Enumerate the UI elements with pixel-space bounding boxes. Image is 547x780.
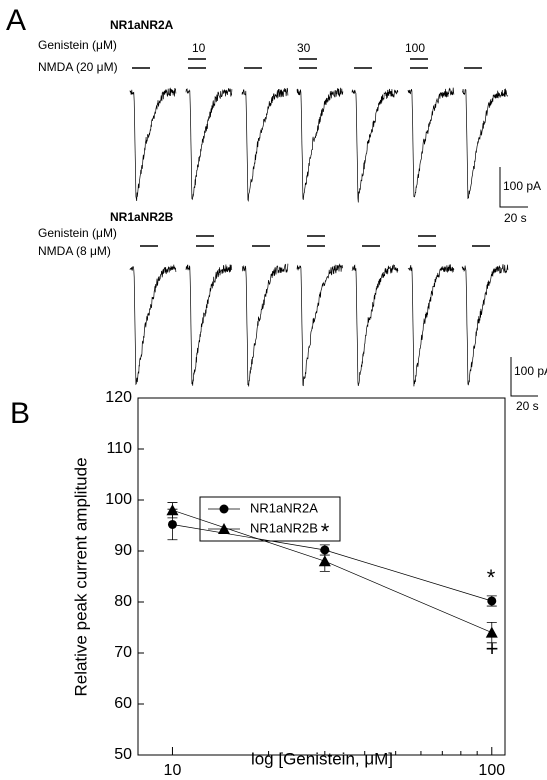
current-trace: [461, 264, 509, 386]
current-trace: [296, 263, 344, 387]
current-trace: [407, 264, 455, 387]
annotation: *: [321, 519, 330, 544]
dose-label: 10: [192, 41, 206, 55]
row-title: NR1aNR2A: [110, 18, 174, 32]
data-point: [166, 504, 179, 516]
data-point: [219, 504, 229, 514]
dose-label: 30: [297, 41, 311, 55]
data-point: [167, 519, 177, 529]
current-trace: [241, 263, 289, 387]
y-tick-label: 90: [114, 542, 132, 559]
plot-frame: [137, 397, 506, 756]
current-trace: [129, 264, 177, 386]
legend-label: NR1aNR2A: [250, 500, 318, 515]
current-trace: [407, 87, 455, 198]
current-trace: [351, 264, 399, 387]
scale-bar: [499, 167, 528, 208]
scale-current: 100 pA: [514, 364, 547, 378]
current-trace: [185, 264, 233, 386]
nmda-label: NMDA (20 μM): [38, 60, 118, 74]
current-trace: [129, 87, 177, 202]
scale-bar: [510, 357, 538, 397]
data-point: [485, 626, 498, 638]
y-tick-label: 80: [114, 593, 132, 610]
data-point: [320, 545, 330, 555]
x-axis-label: log [Genistein, μM]: [251, 749, 393, 768]
x-tick-label: 10: [164, 762, 182, 775]
data-point: [218, 523, 230, 534]
current-trace: [351, 88, 399, 203]
scale-time: 20 s: [516, 399, 539, 413]
dose-label: 100: [405, 41, 425, 55]
y-tick-label: 60: [114, 695, 132, 712]
y-tick-label: 110: [106, 440, 132, 457]
traces: [129, 58, 509, 387]
genistein-label: Genistein (μM): [38, 226, 117, 240]
annotation: *: [487, 565, 496, 590]
current-trace: [241, 87, 289, 203]
annotation: +: [486, 636, 499, 661]
current-trace: [185, 88, 233, 201]
panel-label: B: [10, 397, 30, 430]
data-point: [318, 555, 331, 567]
current-trace: [296, 87, 344, 200]
genistein-label: Genistein (μM): [38, 38, 117, 52]
x-tick-label: 100: [478, 762, 505, 775]
y-tick-label: 100: [105, 491, 132, 508]
current-trace: [462, 88, 509, 200]
data-point: [487, 596, 497, 606]
y-tick-label: 50: [114, 746, 132, 763]
panel-label: A: [6, 4, 26, 37]
nmda-label: NMDA (8 μM): [38, 244, 111, 258]
scale-time: 20 s: [504, 211, 527, 225]
scale-current: 100 pA: [503, 179, 541, 193]
y-axis-label: Relative peak current amplitude: [71, 457, 90, 696]
y-tick-label: 120: [105, 389, 132, 406]
row-title: NR1aNR2B: [110, 210, 174, 224]
legend-label: NR1aNR2B: [250, 520, 318, 535]
y-tick-label: 70: [114, 644, 132, 661]
